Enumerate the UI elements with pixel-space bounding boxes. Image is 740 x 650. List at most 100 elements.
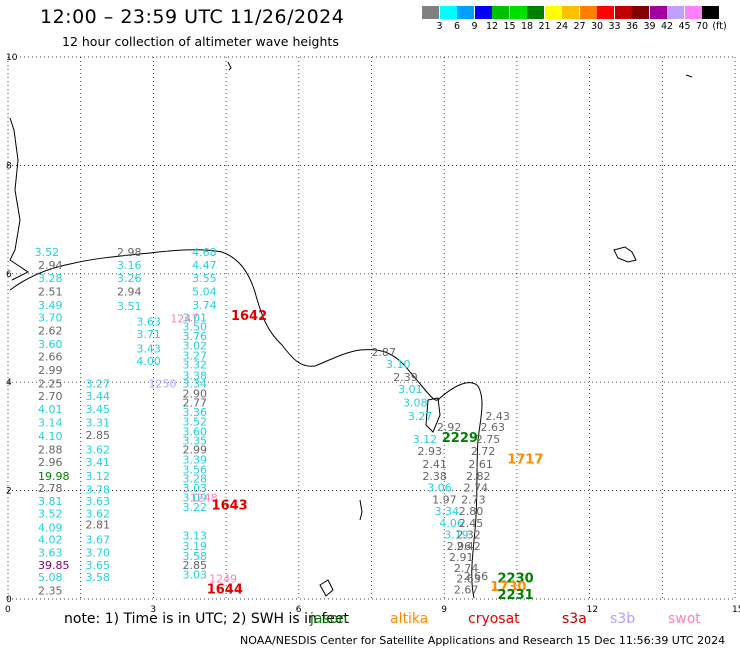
- wave-height-value: 4.10: [38, 430, 63, 443]
- color-swatch: [702, 6, 719, 19]
- wave-height-value: 3.76: [182, 330, 207, 343]
- wave-height-value: 3.03: [182, 568, 207, 581]
- wave-height-value: 3.13: [182, 529, 207, 542]
- color-scale-tick: 12: [485, 21, 499, 32]
- wave-height-value: 2.25: [38, 378, 63, 391]
- x-axis-tick-label: 12: [587, 605, 598, 615]
- wave-height-value: 3.39: [182, 454, 207, 467]
- wave-height-value: 2.96: [38, 456, 63, 469]
- wave-height-value: 5.08: [38, 571, 63, 584]
- wave-height-value: 2.77: [182, 397, 207, 410]
- wave-height-value: 3.09: [182, 491, 207, 504]
- wave-height-value: 3.02: [182, 340, 207, 353]
- wave-height-value: 2.38: [422, 470, 447, 483]
- wave-height-value: 3.27: [408, 410, 433, 423]
- wave-height-value: 3.27: [182, 349, 207, 362]
- color-swatch: [527, 6, 544, 19]
- legend-item-jason: jason: [310, 611, 348, 627]
- wave-height-value: 2.87: [372, 346, 397, 359]
- wave-height-value: 2.39: [393, 371, 418, 384]
- wave-height-value: 3.34: [435, 505, 460, 518]
- color-scale-tick: 18: [520, 21, 534, 32]
- pass-time-label: 2230: [498, 572, 534, 587]
- wave-height-value: 1248: [190, 491, 218, 504]
- color-scale-tick: 6: [453, 21, 461, 32]
- wave-height-value: 2.92: [437, 421, 462, 434]
- wave-height-value: 3.60: [38, 338, 63, 351]
- wave-height-value: 3.43: [136, 342, 161, 355]
- color-swatch: [562, 6, 579, 19]
- color-scale-tick: 39: [643, 21, 656, 32]
- wave-height-value: 3.32: [182, 359, 207, 372]
- x-axis-tick-label: 3: [150, 605, 156, 615]
- wave-height-value: 3.34: [182, 378, 207, 391]
- wave-height-value: 2.63: [456, 573, 481, 586]
- legend-item-s3b: s3b: [610, 611, 636, 627]
- color-swatch: [439, 6, 457, 19]
- wave-height-value: 2.80: [459, 505, 484, 518]
- island-ne: [685, 74, 693, 78]
- color-swatch: [474, 6, 492, 19]
- color-scale-tick: 9: [471, 21, 478, 32]
- wave-height-value: 2.94: [38, 259, 63, 272]
- wave-height-value: 3.44: [86, 390, 111, 403]
- coastline: [9, 61, 693, 599]
- wave-height-value: 3.52: [35, 246, 60, 259]
- wave-height-value: 3.14: [38, 417, 63, 430]
- wave-height-value: 3.19: [444, 528, 469, 541]
- legend-item-altika: altika: [390, 611, 429, 627]
- wave-height-value: 2.66: [464, 570, 489, 583]
- wave-height-value: 2.88: [38, 444, 63, 457]
- wave-height-value: 2.94: [117, 285, 142, 298]
- color-swatch: [632, 6, 649, 19]
- wave-height-value: 3.58: [86, 571, 111, 584]
- color-scale-tick: 30: [590, 21, 604, 32]
- wave-height-value: 2.91: [449, 551, 474, 564]
- wave-height-value: 1249: [209, 573, 237, 586]
- wave-height-value: 3.35: [182, 435, 207, 448]
- wave-height-value: 2.85: [86, 429, 111, 442]
- page-title: 12:00 – 23:59 UTC 11/26/2024: [40, 6, 345, 28]
- wave-height-value: 3.16: [117, 259, 142, 272]
- pass-time-label: 1642: [231, 309, 267, 324]
- color-scale-tick: 45: [678, 21, 691, 32]
- color-swatch: [684, 6, 702, 19]
- wave-height-value: 2.72: [471, 445, 496, 458]
- x-axis-tick-label: 15: [732, 605, 740, 615]
- wave-height-value: 2.78: [38, 482, 63, 495]
- wave-height-value: 3.10: [386, 358, 411, 371]
- wave-height-value: 3.12: [413, 433, 438, 446]
- wave-height-value: 2.99: [38, 364, 63, 377]
- wave-height-value: 3.51: [117, 300, 142, 313]
- wave-height-value: 3.56: [182, 463, 207, 476]
- x-axis-tick-label: 0: [5, 605, 11, 615]
- wave-height-value: 3.62: [86, 444, 111, 457]
- wave-height-value: 1.97: [432, 494, 457, 507]
- wave-height-value: 2.90: [182, 387, 207, 400]
- y-axis-tick-label: 8: [6, 161, 12, 171]
- wave-height-value: 3.81: [38, 495, 63, 508]
- wave-height-value: 3.01: [182, 311, 207, 324]
- wave-height-value: 3.36: [182, 406, 207, 419]
- wave-height-value: 3.03: [182, 482, 207, 495]
- wave-height-value: 3.31: [86, 417, 111, 430]
- wave-height-value: 2.75: [476, 433, 501, 446]
- island-north: [227, 61, 232, 71]
- wave-height-value: 3.27: [86, 378, 111, 391]
- wave-height-value: 2.43: [485, 410, 510, 423]
- pass-time-label: 1643: [212, 499, 248, 514]
- wave-height-value: 3.58: [182, 550, 207, 563]
- wave-height-value: 3.41: [86, 456, 111, 469]
- wave-height-value: 1250: [149, 378, 177, 391]
- wave-height-value: 5.04: [192, 285, 217, 298]
- wave-height-value: 3.70: [86, 547, 111, 560]
- wave-height-value: 3.28: [38, 272, 63, 285]
- wave-height-value: 2.82: [466, 470, 491, 483]
- wave-height-value: 2.73: [461, 494, 486, 507]
- wave-height-value: 2.98: [117, 246, 142, 259]
- island-south: [319, 579, 334, 597]
- color-swatch: [422, 6, 439, 19]
- wave-height-value: 4.00: [136, 355, 161, 368]
- color-swatch: [492, 6, 509, 19]
- wave-height-value: 4.68: [192, 246, 217, 259]
